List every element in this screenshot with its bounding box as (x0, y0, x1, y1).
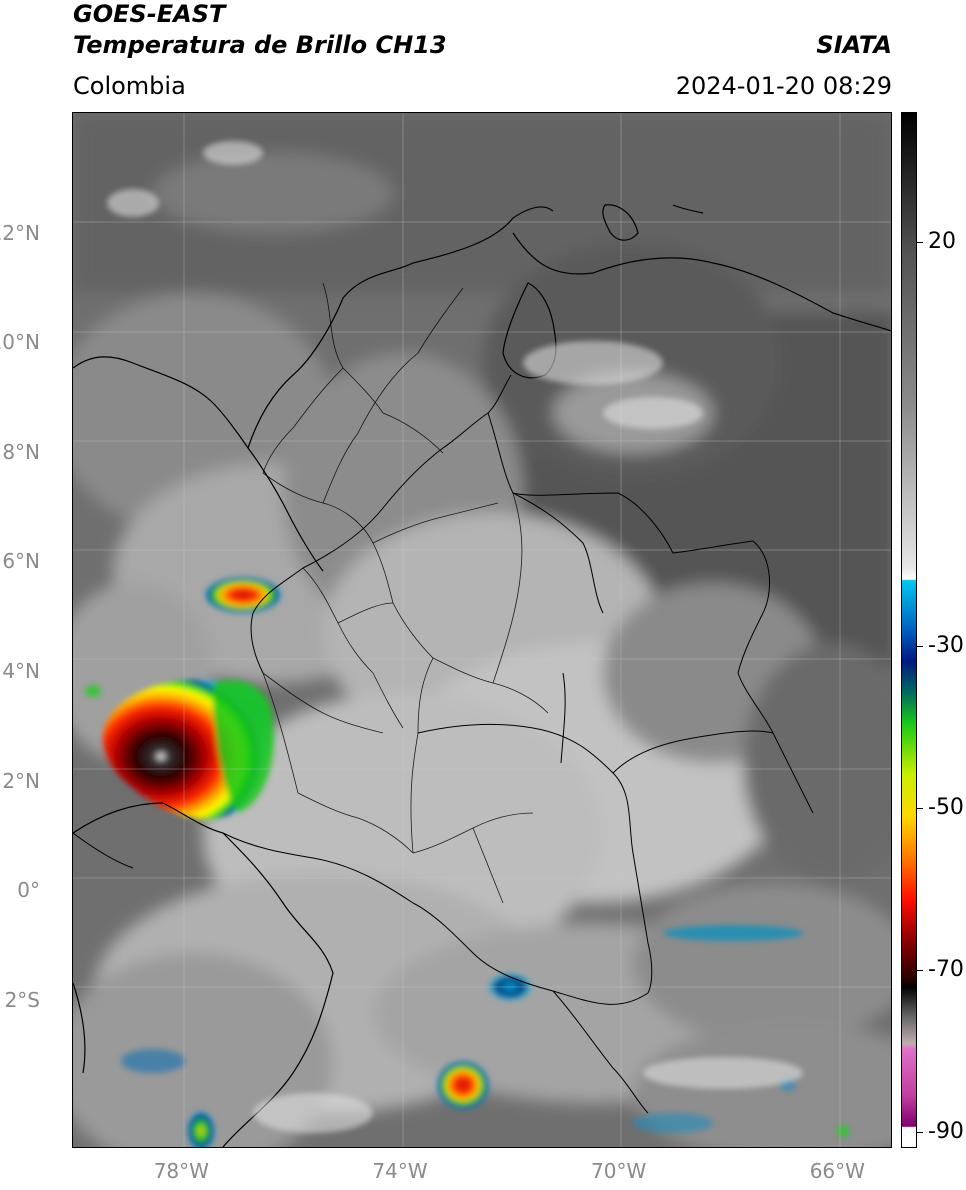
lat-tick-label: 8°N (2, 439, 40, 464)
colorbar-tick (917, 1131, 923, 1133)
lon-tick-label: 70°W (591, 1159, 647, 1183)
colorbar-tick (917, 969, 923, 971)
cloud-layer (73, 113, 891, 1147)
lon-tick-label: 66°W (809, 1159, 865, 1183)
lat-tick-label: 4°N (2, 659, 40, 684)
colorbar-tick (917, 646, 923, 648)
satellite-title: GOES-EAST (73, 0, 226, 28)
lat-tick-label: 10°N (0, 330, 40, 355)
colorbar-tick-label: -70 (928, 956, 964, 982)
department-boundaries (262, 282, 549, 904)
colorbar-tick-label: 20 (928, 228, 956, 254)
lat-tick-label: 12°N (0, 220, 40, 245)
lat-tick-label: 2°N (2, 768, 40, 793)
colorbar-tick-label: -30 (928, 633, 964, 659)
product-title: Temperatura de Brillo CH13 (73, 31, 447, 59)
storm-cells (85, 577, 849, 1147)
gridlines (73, 113, 891, 1147)
colorbar-tick-label: -50 (928, 795, 964, 821)
brand-label: SIATA (816, 31, 892, 59)
region-label: Colombia (73, 72, 186, 100)
colorbar (901, 112, 917, 1148)
satellite-map[interactable] (72, 112, 892, 1148)
lon-tick-label: 74°W (372, 1159, 428, 1183)
lat-tick-label: 2°S (4, 988, 40, 1012)
colorbar-tick (917, 241, 923, 243)
scatter-clouds (107, 141, 803, 1133)
lat-tick-label: 6°N (2, 549, 40, 574)
coastlines (73, 204, 891, 1147)
datetime-label: 2024-01-20 08:29 (675, 72, 892, 100)
borders (73, 374, 814, 1114)
colorbar-tick-label: -90 (928, 1118, 964, 1144)
lat-tick-label: 0° (17, 878, 40, 903)
lon-tick-label: 78°W (153, 1159, 209, 1183)
colorbar-tick (917, 808, 923, 810)
